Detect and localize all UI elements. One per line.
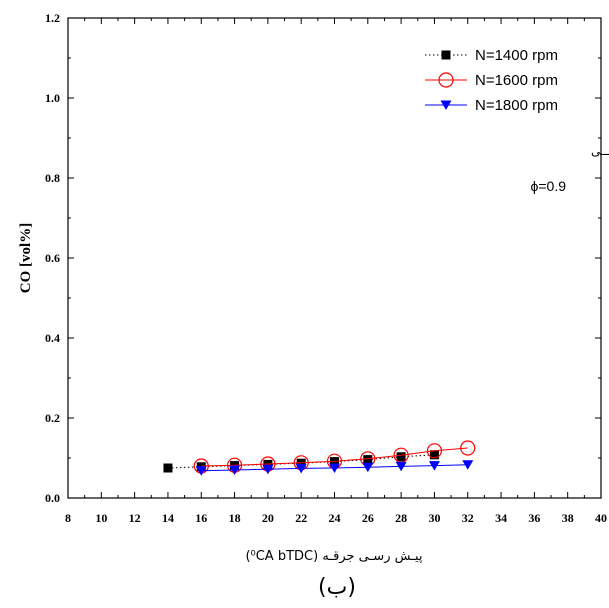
legend-marker	[438, 72, 454, 88]
y-tick-label: 0.6	[45, 251, 60, 265]
y-tick-label: 1.2	[45, 11, 60, 25]
x-tick-label: 30	[428, 511, 440, 525]
x-tick-label: 40	[595, 511, 607, 525]
x-tick-label: 36	[528, 511, 540, 525]
legend: N=1400 rpm N=1600 rpm N=1800 rpm	[425, 47, 558, 114]
data-point	[163, 463, 173, 473]
x-tick-label: 8	[65, 511, 71, 525]
legend-entry: N=1800 rpm	[425, 97, 558, 114]
axes: 8 10 12 14 16 18 20 22 24 26 28 30 32 34 36 38 40 0.0 0.2 0…	[45, 11, 607, 525]
legend-label: N=1400 rpm	[475, 47, 558, 64]
legend-entry: N=1600 rpm	[425, 72, 558, 89]
x-tick-label: 32	[462, 511, 474, 525]
x-tick-label: 26	[362, 511, 374, 525]
legend-marker	[441, 50, 451, 60]
series-layer	[163, 440, 476, 476]
annotation-fuel: ســوخت: گــاز طبیعــی	[591, 144, 609, 159]
legend-entry: N=1400 rpm	[425, 47, 558, 64]
plot-area	[67, 17, 602, 499]
data-point	[229, 465, 241, 475]
x-tick-label: 16	[195, 511, 207, 525]
data-point	[428, 461, 440, 471]
y-tick-label: 1.0	[45, 91, 60, 105]
series-n-1800-rpm	[195, 460, 474, 476]
x-tick-label: 34	[495, 511, 507, 525]
x-axis-label: پیـش رسـی جرقـه (⁰CA bTDC)	[245, 549, 422, 564]
x-tick-label: 20	[262, 511, 274, 525]
x-tick-label: 18	[229, 511, 241, 525]
data-point	[362, 462, 374, 473]
x-tick-label: 24	[329, 511, 341, 525]
data-point	[429, 450, 439, 460]
y-tick-label: 0.0	[45, 491, 60, 505]
data-point	[329, 463, 340, 473]
legend-label: N=1600 rpm	[475, 72, 558, 89]
data-point	[426, 443, 443, 459]
x-tick-label: 14	[162, 511, 174, 525]
figure-caption: (ب)	[318, 575, 356, 600]
data-point	[462, 460, 474, 470]
data-point	[262, 464, 274, 475]
series-line	[201, 447, 468, 467]
y-tick-label: 0.2	[45, 411, 60, 425]
data-point	[395, 461, 407, 472]
x-tick-label: 22	[295, 511, 307, 525]
data-point	[363, 455, 373, 465]
legend-marker	[440, 100, 452, 110]
x-tick-label: 12	[129, 511, 141, 525]
legend-label: N=1800 rpm	[475, 97, 558, 114]
data-point	[295, 463, 307, 474]
annotation-phi: ϕ=0.9	[531, 178, 567, 194]
data-point	[195, 466, 207, 476]
x-tick-label: 28	[395, 511, 407, 525]
data-point	[396, 452, 406, 462]
data-point	[460, 440, 476, 456]
x-tick-label: 38	[562, 511, 574, 525]
y-axis-label: CO [vol%]	[18, 223, 34, 293]
plot-frame	[67, 17, 602, 499]
y-tick-label: 0.8	[45, 171, 60, 185]
y-tick-label: 0.4	[45, 331, 60, 345]
x-tick-label: 10	[95, 511, 107, 525]
